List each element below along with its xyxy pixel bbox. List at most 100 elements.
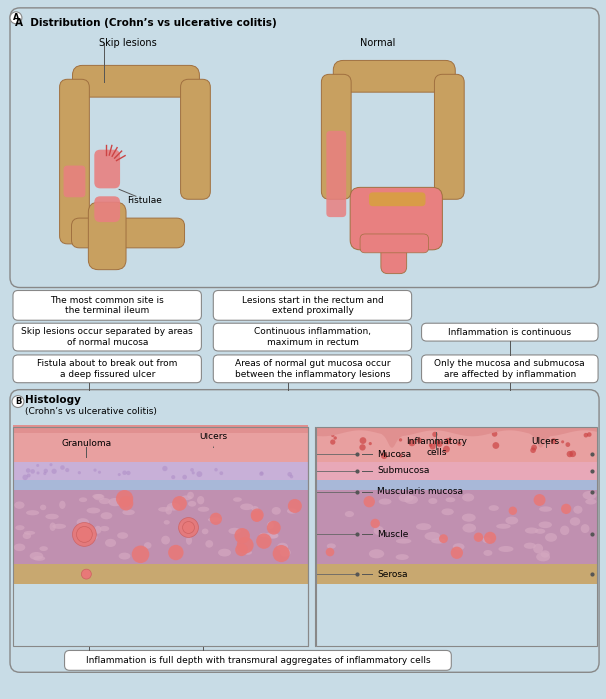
Text: Muscularis mucosa: Muscularis mucosa xyxy=(377,487,463,496)
Circle shape xyxy=(429,443,432,447)
Ellipse shape xyxy=(287,508,297,514)
FancyBboxPatch shape xyxy=(13,323,201,351)
Text: The most common site is
the terminal ileum: The most common site is the terminal ile… xyxy=(50,296,164,315)
Circle shape xyxy=(530,447,536,453)
Ellipse shape xyxy=(265,532,278,539)
Circle shape xyxy=(331,433,335,437)
Circle shape xyxy=(534,494,545,506)
FancyBboxPatch shape xyxy=(65,651,451,670)
Ellipse shape xyxy=(79,498,87,502)
Ellipse shape xyxy=(202,528,208,534)
Text: A  Distribution (Crohn’s vs ulcerative colitis): A Distribution (Crohn’s vs ulcerative co… xyxy=(15,17,277,28)
Bar xyxy=(316,564,597,584)
Ellipse shape xyxy=(164,520,170,524)
Circle shape xyxy=(436,440,442,447)
Circle shape xyxy=(27,473,30,477)
Circle shape xyxy=(36,471,39,475)
Ellipse shape xyxy=(101,512,112,519)
Ellipse shape xyxy=(208,517,221,522)
Circle shape xyxy=(93,468,96,472)
Ellipse shape xyxy=(22,533,31,539)
Circle shape xyxy=(182,475,187,480)
Text: Inflammation is continuous: Inflammation is continuous xyxy=(448,328,571,337)
Ellipse shape xyxy=(14,501,24,509)
Circle shape xyxy=(330,440,335,445)
Bar xyxy=(13,480,307,490)
FancyBboxPatch shape xyxy=(435,74,464,199)
Circle shape xyxy=(172,496,187,511)
Ellipse shape xyxy=(484,550,493,556)
Text: B: B xyxy=(15,397,21,406)
Circle shape xyxy=(235,528,250,544)
Text: Ulcers: Ulcers xyxy=(531,438,559,446)
Ellipse shape xyxy=(581,524,590,533)
Bar xyxy=(316,462,597,480)
Ellipse shape xyxy=(119,553,130,559)
Ellipse shape xyxy=(453,543,465,550)
FancyBboxPatch shape xyxy=(59,79,89,244)
Ellipse shape xyxy=(573,505,582,514)
Circle shape xyxy=(10,12,22,24)
Ellipse shape xyxy=(92,494,104,499)
Ellipse shape xyxy=(198,507,209,512)
Ellipse shape xyxy=(93,494,104,500)
Ellipse shape xyxy=(425,532,440,540)
Circle shape xyxy=(256,533,271,549)
Text: Skip lesions: Skip lesions xyxy=(99,38,157,48)
Text: Inflammation is full depth with transmural aggregates of inflammatory cells: Inflammation is full depth with transmur… xyxy=(85,656,430,665)
Circle shape xyxy=(565,442,570,447)
Circle shape xyxy=(22,475,28,480)
Ellipse shape xyxy=(186,536,192,545)
Ellipse shape xyxy=(187,491,194,499)
Ellipse shape xyxy=(240,503,253,510)
FancyBboxPatch shape xyxy=(213,291,411,320)
FancyBboxPatch shape xyxy=(88,202,126,270)
Circle shape xyxy=(333,436,337,440)
Bar xyxy=(316,427,597,645)
Ellipse shape xyxy=(99,498,110,504)
Text: Lesions start in the rectum and
extend proximally: Lesions start in the rectum and extend p… xyxy=(242,296,384,315)
Bar xyxy=(13,427,307,645)
Ellipse shape xyxy=(87,507,100,514)
Circle shape xyxy=(132,545,149,563)
Ellipse shape xyxy=(33,556,45,561)
Ellipse shape xyxy=(178,523,186,531)
Ellipse shape xyxy=(545,533,557,542)
Ellipse shape xyxy=(40,505,46,510)
Ellipse shape xyxy=(416,523,431,530)
Circle shape xyxy=(65,468,69,472)
Circle shape xyxy=(259,472,264,476)
Ellipse shape xyxy=(539,506,552,512)
Ellipse shape xyxy=(122,510,135,515)
Circle shape xyxy=(288,499,302,513)
Circle shape xyxy=(451,547,463,559)
Bar xyxy=(13,426,307,433)
FancyBboxPatch shape xyxy=(213,323,411,351)
Ellipse shape xyxy=(505,517,518,524)
Circle shape xyxy=(73,523,96,547)
Ellipse shape xyxy=(167,503,181,510)
Ellipse shape xyxy=(233,497,242,502)
Circle shape xyxy=(439,534,448,543)
Ellipse shape xyxy=(462,524,476,533)
FancyBboxPatch shape xyxy=(10,8,599,287)
FancyBboxPatch shape xyxy=(95,150,120,188)
Ellipse shape xyxy=(498,546,513,552)
Ellipse shape xyxy=(259,533,268,537)
Ellipse shape xyxy=(271,507,281,514)
Ellipse shape xyxy=(399,493,413,502)
Ellipse shape xyxy=(396,538,411,544)
Circle shape xyxy=(26,468,30,473)
Circle shape xyxy=(52,468,57,474)
Bar xyxy=(316,490,597,564)
FancyBboxPatch shape xyxy=(321,74,351,199)
Ellipse shape xyxy=(161,535,170,545)
FancyBboxPatch shape xyxy=(73,66,199,97)
Text: Fistula about to break out from
a deep fissured ulcer: Fistula about to break out from a deep f… xyxy=(37,359,178,379)
Circle shape xyxy=(116,490,133,507)
Circle shape xyxy=(235,544,248,556)
Circle shape xyxy=(443,446,450,452)
Text: Submucosa: Submucosa xyxy=(377,466,429,475)
Circle shape xyxy=(210,512,222,525)
Circle shape xyxy=(12,396,24,408)
